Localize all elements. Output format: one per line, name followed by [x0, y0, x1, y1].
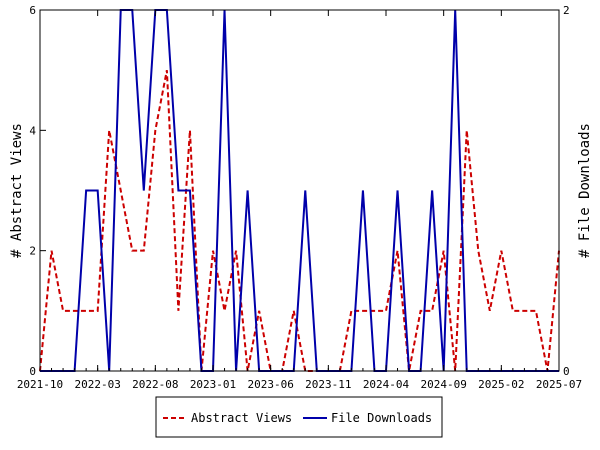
- left-y-tick-label: 0: [29, 365, 36, 378]
- legend-label-abstract-views: Abstract Views: [191, 411, 292, 425]
- x-tick-label: 2025-02: [478, 378, 524, 391]
- left-y-tick-label: 2: [29, 245, 36, 258]
- right-y-tick-label: 2: [563, 4, 570, 17]
- x-tick-label: 2024-04: [363, 378, 410, 391]
- legend: Abstract Views File Downloads: [155, 396, 443, 438]
- left-axis-title: # Abstract Views: [9, 123, 25, 258]
- x-tick-label: 2023-06: [247, 378, 293, 391]
- x-tick-label: 2021-10: [17, 378, 63, 391]
- left-y-axis: 0 2 4 6: [29, 4, 46, 378]
- left-y-tick-label: 4: [29, 124, 36, 137]
- series-line-file-downloads: [40, 9, 559, 372]
- left-y-tick-label: 6: [29, 4, 36, 17]
- right-y-tick-label: 0: [563, 365, 570, 378]
- x-tick-label: 2022-03: [74, 378, 120, 391]
- legend-box: [155, 396, 443, 438]
- series-layer: [39, 9, 560, 372]
- x-tick-label: 2025-07: [536, 378, 582, 391]
- series-line-abstract-views: [39, 69, 560, 372]
- x-tick-label: 2022-08: [132, 378, 178, 391]
- x-axis: 2021-10 2022-03 2022-08 2023-01 2023-06 2023-…: [17, 10, 582, 391]
- right-axis-title: # File Downloads: [577, 123, 593, 258]
- x-tick-label: 2023-11: [305, 378, 351, 391]
- x-tick-label: 2024-09: [420, 378, 466, 391]
- x-tick-label: 2023-01: [190, 378, 236, 391]
- plot-frame: [39, 9, 560, 372]
- right-y-axis: 02: [553, 4, 570, 378]
- legend-label-file-downloads: File Downloads: [331, 411, 432, 425]
